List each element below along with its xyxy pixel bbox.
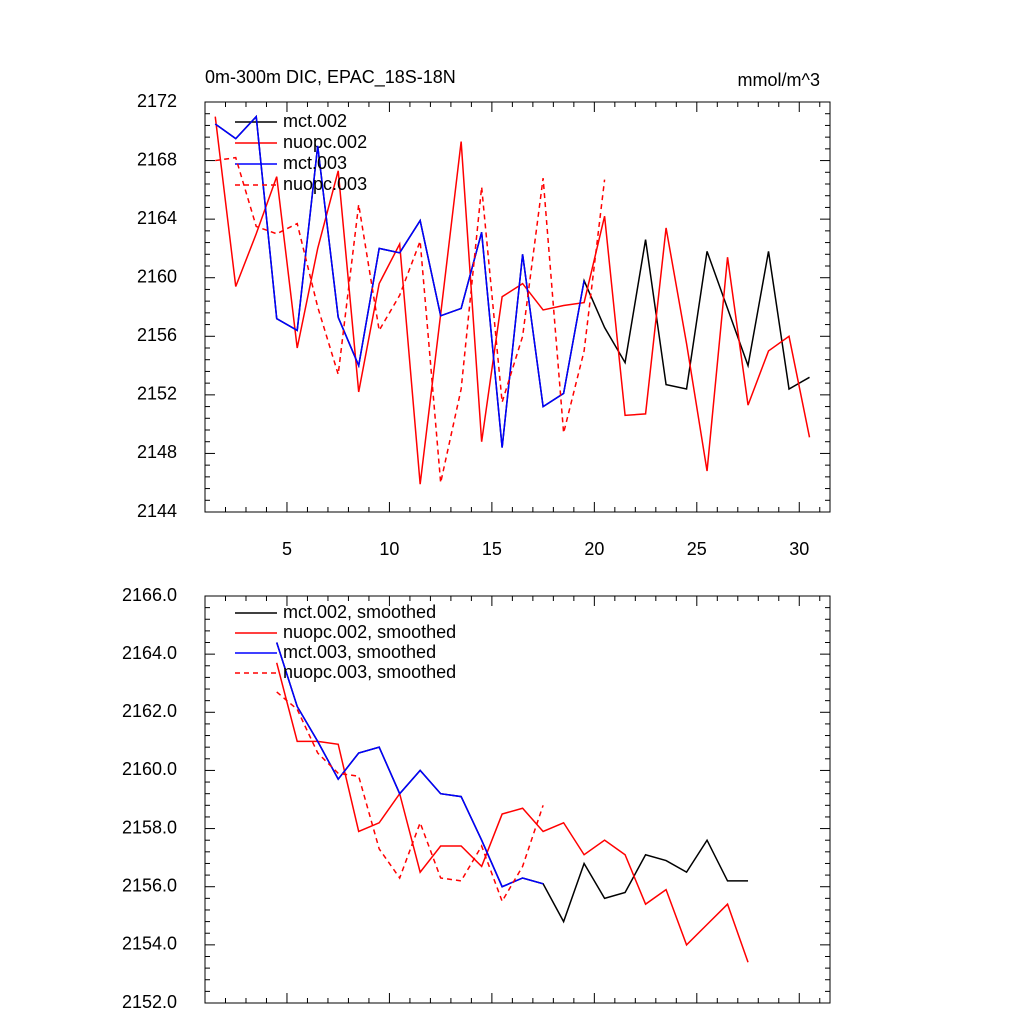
legend-label: mct.003: [283, 153, 347, 173]
y-tick-label: 2152: [137, 384, 177, 404]
legend-label: mct.003, smoothed: [283, 642, 436, 662]
plot-frame: [204, 101, 831, 513]
legend-label: mct.002: [283, 111, 347, 131]
x-tick-label: 20: [584, 539, 604, 559]
x-tick-label: 10: [379, 539, 399, 559]
plot-frame: [204, 595, 831, 1004]
y-tick-label: 2156: [137, 325, 177, 345]
y-tick-label: 2160.0: [122, 759, 177, 779]
series-line: [214, 114, 585, 448]
y-tick-label: 2172: [137, 91, 177, 111]
x-tick-label: 30: [789, 539, 809, 559]
chart-title: 0m-300m DIC, EPAC_18S-18N: [205, 67, 456, 88]
x-tick-label: 15: [482, 539, 502, 559]
y-tick-label: 2160: [137, 266, 177, 286]
y-tick-label: 2152.0: [122, 992, 177, 1012]
y-tick-label: 2164.0: [122, 643, 177, 663]
x-tick-label: 25: [687, 539, 707, 559]
y-tick-label: 2156.0: [122, 875, 177, 895]
legend-label: nuopc.003: [283, 174, 367, 194]
y-tick-label: 2166.0: [122, 585, 177, 605]
legend-label: nuopc.002, smoothed: [283, 622, 456, 642]
legend-label: nuopc.002: [283, 132, 367, 152]
y-tick-label: 2162.0: [122, 701, 177, 721]
legend-label: mct.002, smoothed: [283, 602, 436, 622]
y-tick-label: 2144: [137, 501, 177, 521]
y-tick-label: 2148: [137, 442, 177, 462]
legend-label: nuopc.003, smoothed: [283, 662, 456, 682]
x-tick-label: 5: [282, 539, 292, 559]
series-line: [215, 156, 606, 483]
y-tick-label: 2154.0: [122, 934, 177, 954]
y-tick-label: 2168: [137, 149, 177, 169]
y-tick-label: 2158.0: [122, 817, 177, 837]
series-line: [214, 116, 811, 485]
series-line: [276, 642, 544, 888]
chart-units: mmol/m^3: [738, 70, 820, 90]
y-tick-label: 2164: [137, 208, 177, 228]
series-line: [275, 662, 749, 963]
series-line: [276, 691, 544, 903]
